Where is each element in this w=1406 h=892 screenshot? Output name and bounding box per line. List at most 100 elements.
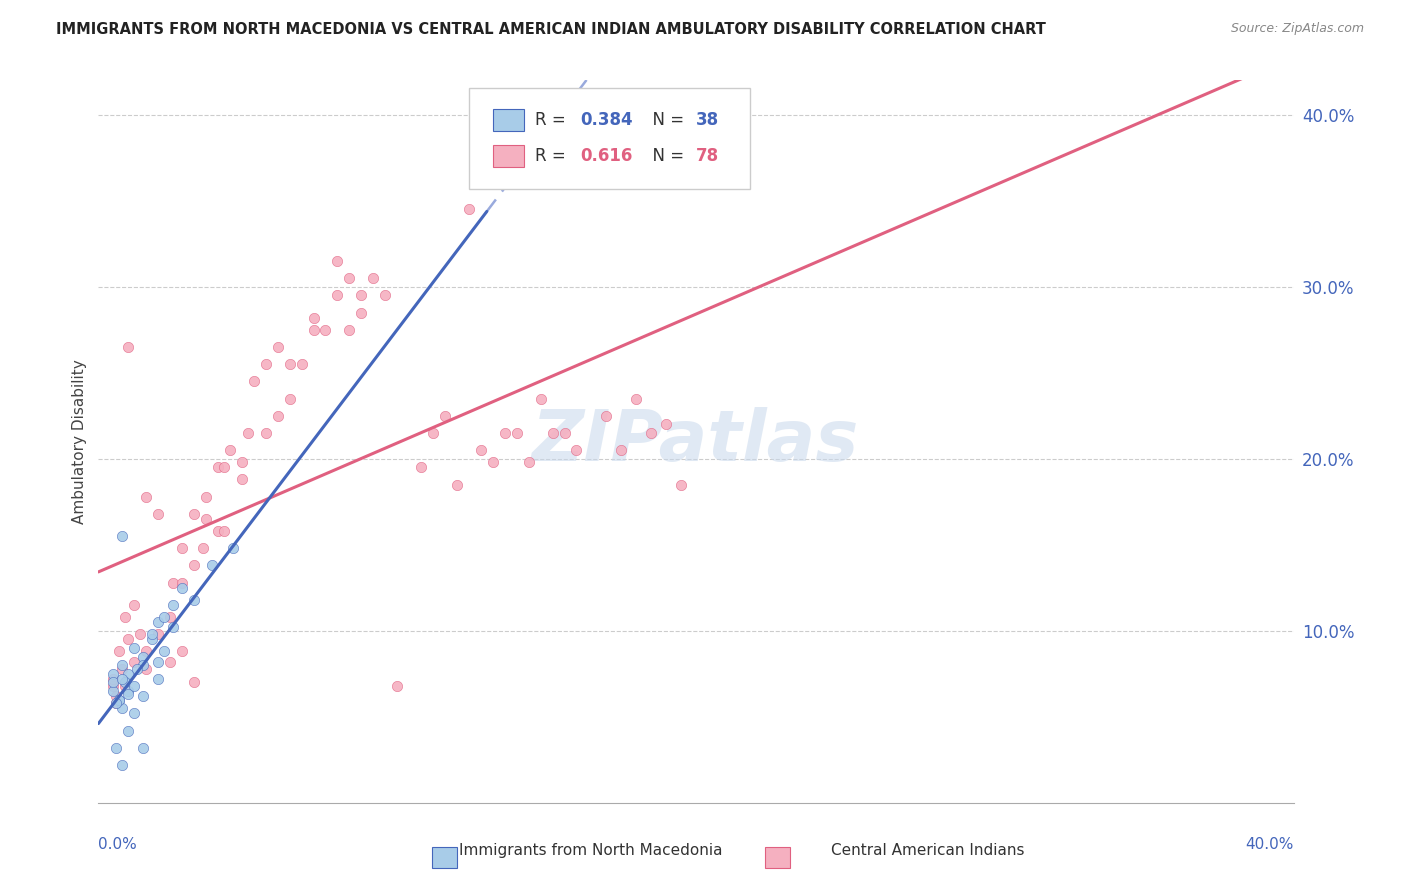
- Point: [135, 490, 157, 504]
- Point: [315, 323, 337, 337]
- Point: [114, 610, 136, 624]
- Point: [132, 658, 155, 673]
- Point: [506, 425, 529, 440]
- Point: [117, 723, 139, 738]
- FancyBboxPatch shape: [494, 109, 524, 131]
- Point: [291, 357, 314, 371]
- Point: [114, 679, 136, 693]
- Point: [117, 632, 139, 647]
- Point: [124, 706, 146, 721]
- Point: [434, 409, 457, 423]
- Point: [595, 409, 617, 423]
- Point: [385, 679, 409, 693]
- Point: [129, 627, 152, 641]
- Point: [254, 425, 277, 440]
- Point: [207, 460, 229, 475]
- Point: [183, 675, 205, 690]
- Point: [655, 417, 678, 432]
- Point: [117, 684, 139, 698]
- Point: [363, 271, 385, 285]
- Point: [111, 701, 134, 715]
- Text: 0.616: 0.616: [581, 147, 633, 165]
- Point: [212, 460, 235, 475]
- Text: R =: R =: [534, 147, 571, 165]
- Point: [494, 425, 516, 440]
- Point: [103, 679, 125, 693]
- Point: [565, 443, 588, 458]
- Point: [243, 375, 266, 389]
- Point: [162, 575, 184, 590]
- Point: [172, 581, 194, 595]
- Point: [191, 541, 214, 556]
- Point: [103, 672, 125, 686]
- Point: [103, 675, 125, 690]
- Point: [159, 610, 181, 624]
- Point: [222, 541, 245, 556]
- Point: [350, 288, 373, 302]
- Point: [326, 253, 349, 268]
- Point: [162, 598, 184, 612]
- Point: [172, 575, 194, 590]
- Text: 40.0%: 40.0%: [1246, 838, 1294, 853]
- Text: 0.384: 0.384: [581, 111, 633, 129]
- Point: [183, 507, 205, 521]
- FancyBboxPatch shape: [494, 145, 524, 167]
- Point: [374, 288, 396, 302]
- Point: [132, 740, 155, 755]
- Point: [278, 392, 301, 406]
- Point: [254, 357, 277, 371]
- Point: [111, 529, 134, 543]
- Y-axis label: Ambulatory Disability: Ambulatory Disability: [72, 359, 87, 524]
- Point: [517, 455, 540, 469]
- Text: IMMIGRANTS FROM NORTH MACEDONIA VS CENTRAL AMERICAN INDIAN AMBULATORY DISABILITY: IMMIGRANTS FROM NORTH MACEDONIA VS CENTR…: [56, 22, 1046, 37]
- Point: [610, 443, 633, 458]
- Point: [195, 512, 218, 526]
- Point: [148, 655, 170, 669]
- Point: [236, 425, 259, 440]
- Point: [530, 392, 553, 406]
- FancyBboxPatch shape: [470, 87, 749, 189]
- Point: [141, 627, 163, 641]
- Point: [302, 323, 325, 337]
- Point: [541, 425, 564, 440]
- Point: [141, 632, 163, 647]
- Text: N =: N =: [643, 147, 689, 165]
- Point: [458, 202, 481, 217]
- Point: [422, 425, 444, 440]
- Point: [669, 477, 692, 491]
- Point: [231, 455, 253, 469]
- Text: N =: N =: [643, 111, 689, 129]
- Point: [446, 477, 468, 491]
- Point: [470, 443, 492, 458]
- Point: [153, 610, 176, 624]
- Point: [302, 310, 325, 325]
- Text: 38: 38: [696, 111, 718, 129]
- Point: [124, 679, 146, 693]
- Point: [132, 649, 155, 664]
- Point: [148, 615, 170, 630]
- Point: [105, 740, 128, 755]
- Text: R =: R =: [534, 111, 571, 129]
- Point: [482, 455, 505, 469]
- Point: [117, 666, 139, 681]
- Point: [108, 692, 131, 706]
- Point: [554, 425, 576, 440]
- Point: [201, 558, 224, 573]
- Point: [105, 696, 128, 710]
- Point: [132, 689, 155, 703]
- Point: [124, 598, 146, 612]
- Point: [111, 662, 134, 676]
- Point: [278, 357, 301, 371]
- Point: [411, 460, 433, 475]
- Point: [159, 655, 181, 669]
- Point: [117, 687, 139, 701]
- Point: [124, 640, 146, 655]
- Point: [350, 305, 373, 319]
- Text: 78: 78: [696, 147, 718, 165]
- Point: [183, 558, 205, 573]
- Point: [103, 684, 125, 698]
- Text: ZIPatlas: ZIPatlas: [533, 407, 859, 476]
- Point: [326, 288, 349, 302]
- Point: [111, 658, 134, 673]
- Point: [162, 620, 184, 634]
